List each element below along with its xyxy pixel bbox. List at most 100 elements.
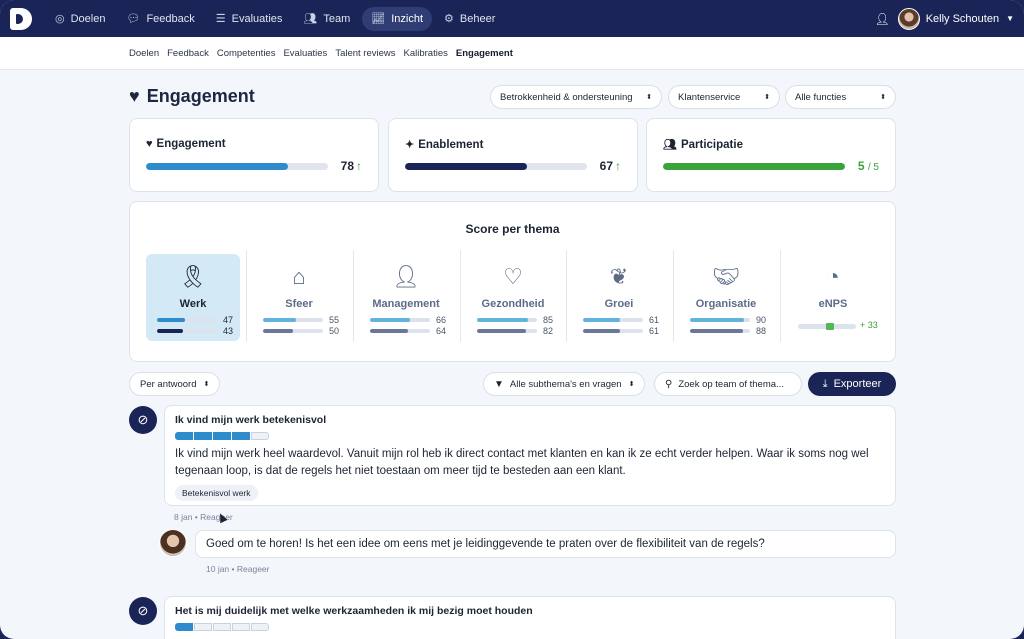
subnav-evaluaties[interactable]: Evaluaties	[283, 47, 328, 59]
chevron-down-icon: ▼	[1006, 14, 1014, 23]
nav-item-beheer[interactable]: ⚙ Beheer	[435, 7, 504, 31]
kpi-card-enablement: ✦ Enablement 67 ↑	[388, 118, 638, 192]
theme-name: Organisatie	[695, 298, 757, 310]
target-icon: ◎	[55, 13, 65, 25]
theme-group-select[interactable]: Betrokkenheid & ondersteuning ⬍	[490, 85, 662, 109]
page-title-text: Engagement	[146, 86, 255, 106]
sub-navigation: Doelen Feedback Competenties Evaluaties …	[0, 37, 1024, 70]
download-icon: ⤓	[822, 377, 828, 390]
theme-score-fill	[583, 318, 620, 322]
theme-score-value: 61	[648, 315, 659, 325]
select-value: Alle functies	[795, 91, 847, 103]
score-segment	[251, 623, 269, 631]
nav-item-label: Team	[323, 12, 351, 25]
subnav-talent-reviews[interactable]: Talent reviews	[335, 47, 396, 59]
kpi-card-participatie: 👥︎ Participatie 5 / 5	[646, 118, 896, 192]
kpi-value-number: 78	[340, 159, 354, 173]
kpi-progress-bar	[663, 163, 845, 170]
theme-card-enps[interactable]: ◔ eNPS + 33	[786, 254, 880, 341]
nav-item-feedback[interactable]: 💬︎ Feedback	[117, 7, 203, 31]
nav-item-inzicht[interactable]: 📈︎ Inzicht	[362, 6, 433, 31]
answer-card: Het is mij duidelijk met welke werkzaamh…	[164, 596, 896, 639]
subtheme-tag: Betekenisvol werk	[175, 485, 258, 501]
theme-card-management[interactable]: 👤︎ Management 66 64	[359, 254, 453, 341]
theme-score-value: 43	[222, 326, 233, 336]
score-segment	[194, 432, 212, 440]
user-name: Kelly Schouten	[925, 12, 1000, 25]
theme-card-sfeer[interactable]: ⌂ Sfeer 55 50	[252, 254, 346, 341]
subnav-competenties[interactable]: Competenties	[216, 47, 276, 59]
theme-score-row: 61	[583, 326, 663, 337]
theme-card-groei[interactable]: ❦ Groei 61 61	[572, 254, 666, 341]
answer-score-bar	[175, 432, 270, 440]
score-segment	[232, 623, 250, 631]
kpi-value: 5 / 5	[858, 159, 879, 173]
search-icon: ⚲	[665, 378, 673, 390]
top-navigation: ◎ Doelen 💬︎ Feedback ☰ Evaluaties 👥︎ Team 📈︎…	[0, 0, 1024, 37]
divider	[566, 250, 567, 342]
chat-icon: 💬︎	[126, 13, 141, 25]
theme-score-fill	[370, 318, 410, 322]
user-settings-icon[interactable]: 👤︎	[874, 11, 890, 26]
subnav-feedback[interactable]: Feedback	[167, 47, 209, 59]
function-select[interactable]: Alle functies ⬍	[785, 85, 896, 109]
theme-card-gezondheid[interactable]: ♡ Gezondheid 85 82	[466, 254, 560, 341]
select-value: Klantenservice	[678, 91, 741, 103]
enps-scale	[798, 323, 856, 330]
answer-card: Ik vind mijn werk betekenisvol Ik vind m…	[164, 405, 896, 506]
kpi-progress-bar	[146, 163, 328, 170]
manager-icon: 👤︎	[392, 264, 420, 289]
heartbeat-icon: ♡	[503, 264, 523, 289]
theme-score-fill	[583, 329, 620, 333]
nav-item-label: Feedback	[146, 12, 195, 25]
user-menu[interactable]: 👤︎ Kelly Schouten ▼	[874, 7, 1014, 30]
theme-score-fill	[690, 318, 744, 322]
kpi-progress-fill	[146, 163, 288, 170]
app-logo[interactable]	[10, 7, 32, 30]
kpi-value-number: 5	[857, 159, 865, 173]
theme-score-fill	[690, 329, 743, 333]
theme-score-row: 61	[583, 315, 663, 326]
kpi-denominator: / 5	[867, 162, 879, 173]
subnav-doelen[interactable]: Doelen	[129, 47, 160, 59]
kpi-card-engagement: ♥ Engagement 78 ↑	[129, 118, 379, 192]
select-value: Alle subthema's en vragen	[509, 378, 622, 390]
search-input[interactable]: ⚲ Zoek op team of thema...	[654, 372, 802, 396]
theme-name: Werk	[179, 298, 207, 310]
select-value: Per antwoord	[140, 378, 197, 390]
department-select[interactable]: Klantenservice ⬍	[668, 85, 780, 109]
theme-score-row: 88	[690, 326, 770, 337]
nav-item-team[interactable]: 👥︎ Team	[294, 7, 359, 31]
kpi-label: Participatie	[680, 138, 743, 151]
theme-card-werk[interactable]: 🎗︎ Werk 47 43	[146, 254, 240, 341]
reply-link[interactable]: Reageer	[236, 564, 270, 574]
nav-item-evaluaties[interactable]: ☰ Evaluaties	[207, 7, 292, 31]
sort-select[interactable]: Per antwoord ⬍	[129, 372, 221, 396]
theme-name: eNPS	[818, 298, 848, 310]
kpi-progress-bar	[405, 163, 587, 170]
theme-score-value: 90	[755, 315, 766, 325]
divider	[460, 250, 461, 342]
anonymous-eye-slash-icon: ⊘	[129, 406, 157, 434]
score-segment	[175, 432, 193, 440]
sort-arrows-icon: ⬍	[203, 381, 210, 388]
arrow-up-icon: ↑	[356, 159, 362, 173]
theme-score-value: 61	[648, 326, 659, 336]
theme-card-organisatie[interactable]: 🤝︎ Organisatie 90 88	[679, 254, 773, 341]
avatar	[897, 7, 920, 30]
gear-icon: ⚙	[444, 13, 454, 25]
subtheme-filter[interactable]: ▼ Alle subthema's en vragen ⬍	[483, 372, 646, 396]
theme-score-row: 82	[477, 326, 557, 337]
nav-item-doelen[interactable]: ◎ Doelen	[46, 7, 114, 31]
sort-arrows-icon: ⬍	[646, 94, 652, 101]
theme-score-fill	[157, 318, 186, 322]
avatar	[159, 529, 187, 557]
export-button[interactable]: ⤓ Exporteer	[808, 372, 896, 396]
subnav-engagement[interactable]: Engagement	[455, 47, 513, 59]
theme-score-row: 90	[690, 315, 770, 326]
theme-score-value: 50	[328, 326, 339, 336]
theme-score-fill	[263, 318, 296, 322]
nav-item-label: Beheer	[459, 12, 496, 25]
reply-link[interactable]: Reageer	[200, 512, 233, 522]
subnav-kalibraties[interactable]: Kalibraties	[403, 47, 448, 59]
